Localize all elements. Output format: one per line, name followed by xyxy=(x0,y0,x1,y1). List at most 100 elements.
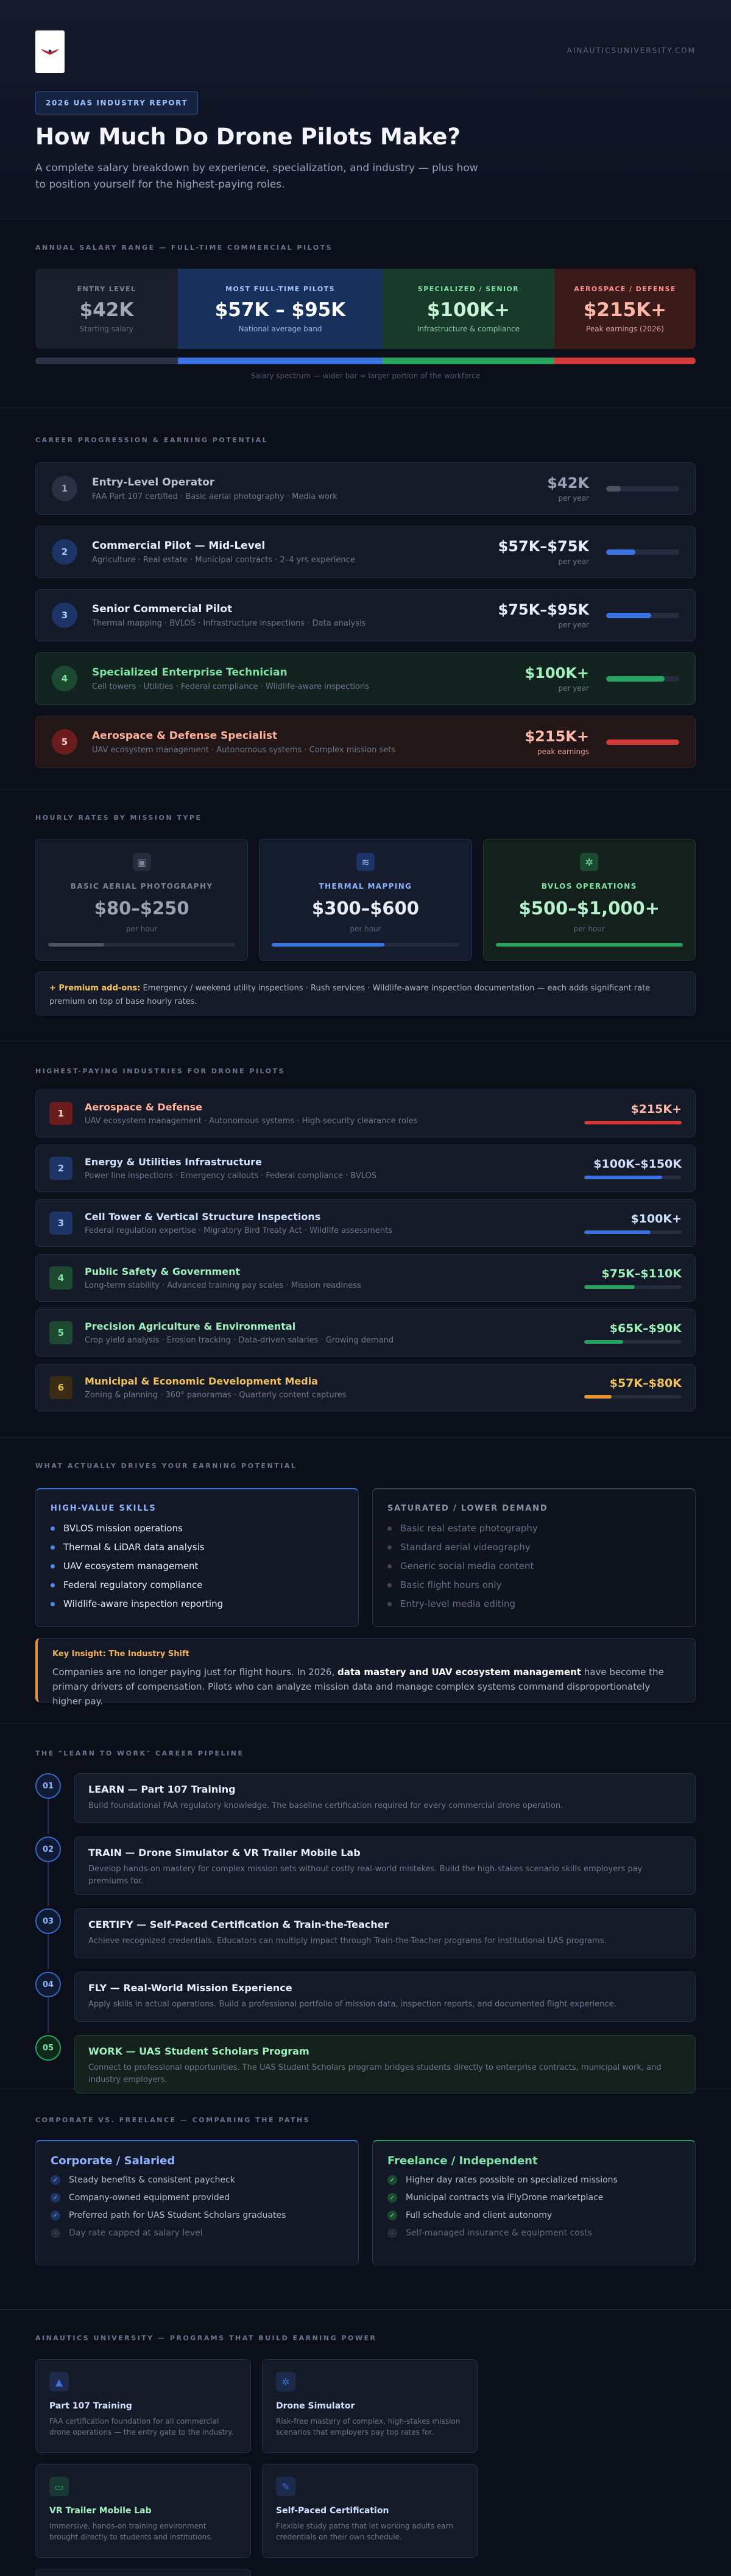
check-icon: ✓ xyxy=(387,2211,397,2220)
career-step: 1 Entry-Level Operator FAA Part 107 cert… xyxy=(35,462,696,515)
industry-description: Long-term stability · Advanced training … xyxy=(85,1281,361,1290)
insight-title: Key Insight: The Industry Shift xyxy=(52,1650,189,1659)
graduation-cap-icon: ▲ xyxy=(49,2372,69,2391)
skill-item: Federal regulatory compliance xyxy=(51,1579,344,1590)
career-step: 4 Specialized Enterprise Technician Cell… xyxy=(35,652,696,705)
skill-item: Basic flight hours only xyxy=(387,1579,680,1590)
site-url[interactable]: AINAUTICSUNIVERSITY.COM xyxy=(567,46,696,55)
industry-salary: $57K–$80K xyxy=(609,1377,682,1390)
step-period: per year xyxy=(558,621,589,629)
comparison-item: ✓ Full schedule and client autonomy xyxy=(387,2211,680,2220)
program-description: Flexible study paths that let working ad… xyxy=(276,2522,454,2541)
industry-salary-fill xyxy=(584,1176,662,1179)
industry-rank: 2 xyxy=(49,1157,72,1180)
pipeline-description: Apply skills in actual operations. Build… xyxy=(88,2000,616,2009)
high-value-skills-list: BVLOS mission operations Thermal & LiDAR … xyxy=(51,1523,344,1609)
addon-text: Emergency / weekend utility inspections … xyxy=(49,984,651,1006)
pipeline-card: FLY — Real-World Mission Experience Appl… xyxy=(74,1972,696,2022)
pipeline-step: 02 TRAIN — Drone Simulator & VR Trailer … xyxy=(35,1837,696,1906)
rate-period: per hour xyxy=(126,925,158,933)
hourly-rate: $80–$250 xyxy=(94,898,189,919)
step-level-fill xyxy=(606,739,679,745)
pipeline-title: WORK — UAS Student Scholars Program xyxy=(88,2045,309,2057)
step-level-bar xyxy=(606,549,679,555)
mission-type: BVLOS OPERATIONS xyxy=(541,882,637,891)
career-step: 3 Senior Commercial Pilot Thermal mappin… xyxy=(35,589,696,641)
section-title: HOURLY RATES BY MISSION TYPE xyxy=(35,814,202,822)
step-salary: $57K–$75K xyxy=(498,538,589,555)
comparison-item: ✓ Municipal contracts via iFlyDrone marke… xyxy=(387,2193,680,2203)
earning-drivers-section: WHAT ACTUALLY DRIVES YOUR EARNING POTENT… xyxy=(0,1438,731,1724)
card-title: Freelance / Independent xyxy=(387,2154,538,2167)
industry-description: Zoning & planning · 360° panoramas · Qua… xyxy=(85,1391,347,1400)
step-title: Senior Commercial Pilot xyxy=(92,602,233,615)
skill-item: Basic real estate photography xyxy=(387,1523,680,1534)
salary-range-cards: ENTRY LEVEL $42K Starting salary MOST FU… xyxy=(35,269,696,349)
comparison-item: ✓ Higher day rates possible on specialize… xyxy=(387,2175,680,2185)
section-title: CORPORATE VS. FREELANCE — COMPARING THE … xyxy=(35,2116,311,2124)
pipeline-card: TRAIN — Drone Simulator & VR Trailer Mob… xyxy=(74,1837,696,1895)
range-card-specialized: SPECIALIZED / SENIOR $100K+ Infrastructu… xyxy=(383,269,554,349)
step-title: Commercial Pilot — Mid-Level xyxy=(92,539,266,552)
ainautics-logo[interactable] xyxy=(35,30,65,73)
freelance-card: Freelance / Independent ✓ Higher day rate… xyxy=(372,2140,696,2265)
range-card-most: MOST FULL-TIME PILOTS $57K – $95K Nation… xyxy=(178,269,383,349)
step-level-bar xyxy=(606,612,679,618)
industry-salary-bar xyxy=(584,1176,682,1179)
step-node: 02 xyxy=(35,1837,61,1862)
program-card[interactable]: ▲ Part 107 Training FAA certification fo… xyxy=(35,2359,251,2453)
rate-level-bar xyxy=(48,943,236,947)
section-title: ANNUAL SALARY RANGE — FULL-TIME COMMERCI… xyxy=(35,244,333,252)
step-description: UAV ecosystem management · Autonomous sy… xyxy=(92,745,396,755)
program-card[interactable]: ▭ VR Trailer Mobile Lab Immersive, hands… xyxy=(35,2464,251,2558)
corporate-vs-freelance-section: CORPORATE VS. FREELANCE — COMPARING THE … xyxy=(0,2089,731,2310)
step-number: 2 xyxy=(52,539,77,565)
section-title: THE "LEARN TO WORK" CAREER PIPELINE xyxy=(35,1749,244,1757)
page-title: How Much Do Drone Pilots Make? xyxy=(35,124,461,150)
range-card-note: Infrastructure & compliance xyxy=(417,324,520,333)
range-card-note: National average band xyxy=(238,324,322,333)
step-node: 04 xyxy=(35,1972,61,1997)
career-step: 5 Aerospace & Defense Specialist UAV eco… xyxy=(35,716,696,768)
mission-type: THERMAL MAPPING xyxy=(319,882,412,891)
step-salary: $42K xyxy=(547,475,589,492)
mission-type: BASIC AERIAL PHOTOGRAPHY xyxy=(70,882,213,891)
industry-row: 5 Precision Agriculture & Environmental … xyxy=(35,1309,696,1357)
career-pipeline-section: THE "LEARN TO WORK" CAREER PIPELINE 01 L… xyxy=(0,1724,731,2094)
industry-salary-bar xyxy=(584,1121,682,1124)
step-salary: $215K+ xyxy=(524,728,589,745)
step-level-fill xyxy=(606,612,652,618)
key-insight-callout: Key Insight: The Industry Shift Companie… xyxy=(35,1638,696,1707)
check-icon: ✓ xyxy=(387,2175,397,2185)
skill-item: Wildlife-aware inspection reporting xyxy=(51,1598,344,1609)
pipeline-connector xyxy=(48,1862,49,1906)
step-title: Entry-Level Operator xyxy=(92,476,215,489)
program-title: Part 107 Training xyxy=(49,2401,132,2411)
comparison-item: ✓ Preferred path for UAS Student Scholars… xyxy=(51,2211,344,2220)
comparison-item: – Self-managed insurance & equipment cost… xyxy=(387,2228,680,2238)
pipeline-steps: 01 LEARN — Part 107 Training Build found… xyxy=(35,1773,696,2105)
step-level-fill xyxy=(606,549,635,555)
program-card[interactable]: ✲ Drone Simulator Risk-free mastery of c… xyxy=(262,2359,478,2453)
spectrum-segment-most xyxy=(178,358,383,364)
minus-icon: – xyxy=(51,2228,60,2238)
monitor-icon: ▭ xyxy=(49,2477,69,2496)
step-period: per year xyxy=(558,684,589,693)
card-title: SATURATED / LOWER DEMAND xyxy=(387,1504,548,1513)
step-description: Agriculture · Real estate · Municipal co… xyxy=(92,555,355,565)
section-title: HIGHEST-PAYING INDUSTRIES FOR DRONE PILO… xyxy=(35,1067,285,1075)
hourly-rates-section: HOURLY RATES BY MISSION TYPE ▣ BASIC AER… xyxy=(0,789,731,1042)
pipeline-description: Connect to professional opportunities. T… xyxy=(88,2063,662,2084)
premium-addons-note: + Premium add-ons: Emergency / weekend u… xyxy=(35,972,696,1015)
industries-section: HIGHEST-PAYING INDUSTRIES FOR DRONE PILO… xyxy=(0,1042,731,1438)
pipeline-card: WORK — UAS Student Scholars Program Conn… xyxy=(74,2035,696,2094)
comparison-item: ✓ Company-owned equipment provided xyxy=(51,2193,344,2203)
program-card[interactable]: ☺ Train-the-Teacher Enables educators to xyxy=(35,2569,251,2576)
industry-rank: 4 xyxy=(49,1266,72,1290)
salary-range-section: ANNUAL SALARY RANGE — FULL-TIME COMMERCI… xyxy=(0,219,731,408)
wings-icon xyxy=(41,49,59,55)
industry-row: 1 Aerospace & Defense UAV ecosystem mana… xyxy=(35,1090,696,1137)
program-card[interactable]: ✎ Self-Paced Certification Flexible stud… xyxy=(262,2464,478,2558)
industry-row: 4 Public Safety & Government Long-term s… xyxy=(35,1254,696,1302)
pipeline-connector xyxy=(48,1934,49,1969)
